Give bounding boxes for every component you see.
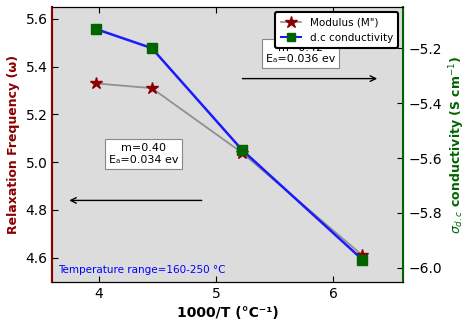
Text: m=0.42
Eₐ=0.036 ev: m=0.42 Eₐ=0.036 ev [266,43,335,64]
Y-axis label: $\sigma_{d.c}$ conductivity (S cm$^{-1}$): $\sigma_{d.c}$ conductivity (S cm$^{-1}$… [447,55,467,233]
Text: m=0.40
Eₐ=0.034 ev: m=0.40 Eₐ=0.034 ev [109,143,178,165]
Legend: Modulus (M"), d.c conductivity: Modulus (M"), d.c conductivity [275,12,398,48]
X-axis label: 1000/T (°C⁻¹): 1000/T (°C⁻¹) [177,306,279,320]
Y-axis label: Relaxation Frequency (ω): Relaxation Frequency (ω) [7,55,20,234]
Text: Temperature range=160-250 °C: Temperature range=160-250 °C [58,265,226,275]
